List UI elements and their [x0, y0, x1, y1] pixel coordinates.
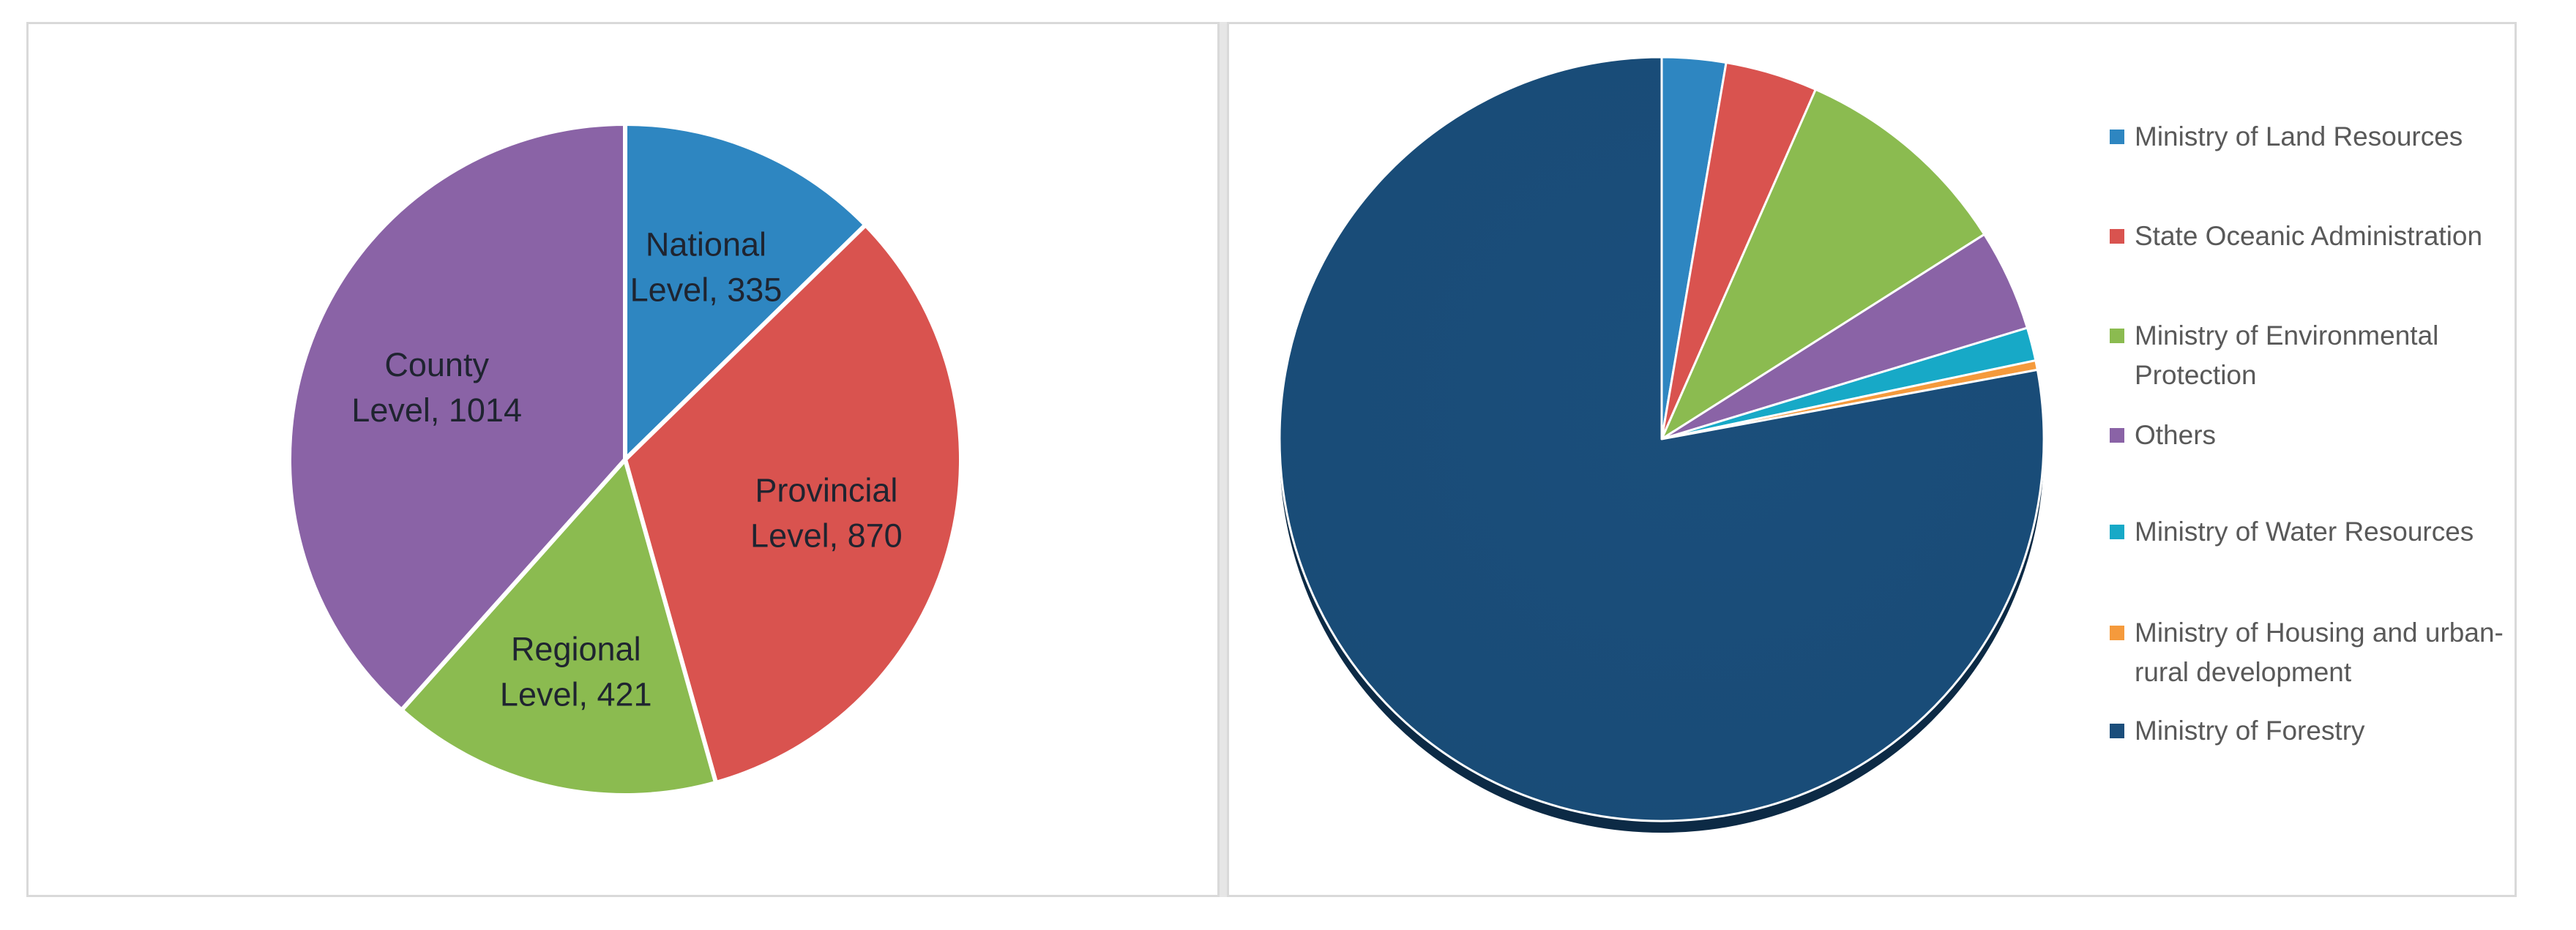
legend-swatch — [2110, 525, 2124, 539]
legend-item-ministry-of-housing-and-urban-rural-development: Ministry of Housing and urban-rural deve… — [2110, 613, 2515, 692]
legend-label: Ministry of Land Resources — [2135, 121, 2463, 151]
legend-label: State Oceanic Administration — [2135, 221, 2483, 251]
legend-item-ministry-of-forestry: Ministry of Forestry — [2110, 711, 2515, 751]
legend-label: Ministry of Forestry — [2135, 716, 2365, 746]
pie-slice-national-level-335 — [623, 121, 868, 462]
pie-slice-county-level-1014 — [286, 121, 627, 713]
legend-swatch — [2110, 229, 2124, 244]
legend-swatch — [2110, 130, 2124, 144]
data-label-county-level-1014: County Level, 1014 — [351, 346, 522, 429]
pie-slice-regional-level-421 — [399, 457, 719, 798]
legend-item-others: Others — [2110, 416, 2515, 455]
legend-label: Ministry of Housing and urban-rural deve… — [2135, 618, 2504, 687]
legend-item-ministry-of-water-resources: Ministry of Water Resources — [2110, 512, 2515, 552]
legend-swatch — [2110, 724, 2124, 738]
legend-item-ministry-of-land-resources: Ministry of Land Resources — [2110, 117, 2515, 157]
pie-slice-ministry-of-environmental-protection — [1660, 88, 1986, 440]
pie-slice-ministry-of-forestry — [1278, 56, 2045, 822]
legend-label: Others — [2135, 420, 2217, 450]
legend-swatch — [2110, 428, 2124, 443]
data-label-regional-level-421: Regional Level, 421 — [500, 631, 652, 713]
data-label-provincial-level-870: Provincial Level, 870 — [750, 472, 903, 555]
pie-slice-provincial-level-870 — [623, 222, 963, 785]
panel-divider — [1220, 22, 1227, 897]
legend-label: Ministry of Water Resources — [2135, 517, 2474, 547]
legend-label: Ministry of Environmental Protection — [2135, 320, 2439, 390]
data-label-national-level-335: National Level, 335 — [630, 226, 783, 309]
legend-item-ministry-of-environmental-protection: Ministry of Environmental Protection — [2110, 316, 2515, 395]
legend-item-state-oceanic-administration: State Oceanic Administration — [2110, 217, 2515, 256]
legend-swatch — [2110, 626, 2124, 640]
legend-swatch — [2110, 329, 2124, 343]
